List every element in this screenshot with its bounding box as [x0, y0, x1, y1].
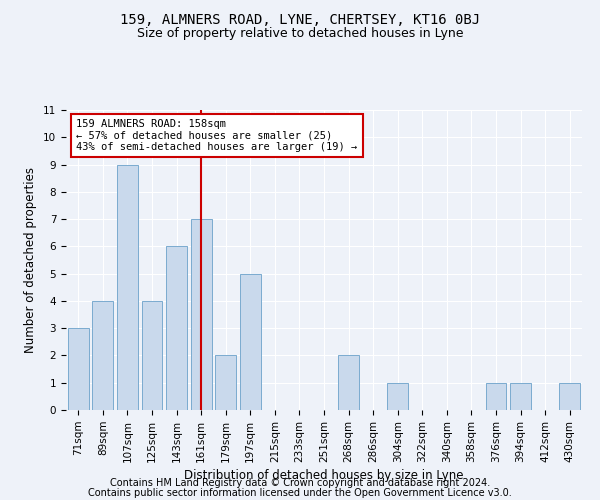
Bar [92, 301, 113, 410]
Bar [142, 301, 163, 410]
Y-axis label: Number of detached properties: Number of detached properties [25, 167, 37, 353]
Bar [68, 328, 89, 410]
Bar [485, 382, 506, 410]
Bar [387, 382, 408, 410]
Text: 159 ALMNERS ROAD: 158sqm
← 57% of detached houses are smaller (25)
43% of semi-d: 159 ALMNERS ROAD: 158sqm ← 57% of detach… [76, 119, 358, 152]
Text: 159, ALMNERS ROAD, LYNE, CHERTSEY, KT16 0BJ: 159, ALMNERS ROAD, LYNE, CHERTSEY, KT16 … [120, 12, 480, 26]
Bar [240, 274, 261, 410]
Text: Contains HM Land Registry data © Crown copyright and database right 2024.: Contains HM Land Registry data © Crown c… [110, 478, 490, 488]
Bar [117, 164, 138, 410]
Text: Contains public sector information licensed under the Open Government Licence v3: Contains public sector information licen… [88, 488, 512, 498]
Bar [215, 356, 236, 410]
X-axis label: Distribution of detached houses by size in Lyne: Distribution of detached houses by size … [184, 469, 464, 482]
Bar [338, 356, 359, 410]
Bar [191, 219, 212, 410]
Bar [166, 246, 187, 410]
Bar [510, 382, 531, 410]
Text: Size of property relative to detached houses in Lyne: Size of property relative to detached ho… [137, 28, 463, 40]
Bar [559, 382, 580, 410]
